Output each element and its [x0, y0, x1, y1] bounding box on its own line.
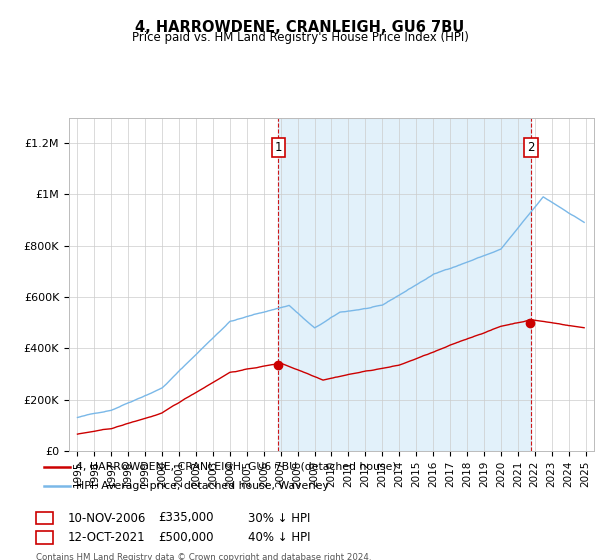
Text: £500,000: £500,000 [158, 531, 214, 544]
Text: 1: 1 [40, 511, 49, 525]
Text: 2: 2 [40, 531, 49, 544]
Text: Price paid vs. HM Land Registry's House Price Index (HPI): Price paid vs. HM Land Registry's House … [131, 31, 469, 44]
Text: 10-NOV-2006: 10-NOV-2006 [68, 511, 146, 525]
Text: 2: 2 [527, 141, 535, 153]
Text: £335,000: £335,000 [158, 511, 214, 525]
Text: 4, HARROWDENE, CRANLEIGH, GU6 7BU (detached house): 4, HARROWDENE, CRANLEIGH, GU6 7BU (detac… [76, 461, 397, 472]
Text: HPI: Average price, detached house, Waverley: HPI: Average price, detached house, Wave… [76, 480, 329, 491]
Bar [278, 118, 531, 451]
Text: 4, HARROWDENE, CRANLEIGH, GU6 7BU: 4, HARROWDENE, CRANLEIGH, GU6 7BU [136, 20, 464, 35]
Text: 12-OCT-2021: 12-OCT-2021 [68, 531, 145, 544]
Text: 1: 1 [275, 141, 282, 153]
Text: 40% ↓ HPI: 40% ↓ HPI [248, 531, 310, 544]
Text: Contains HM Land Registry data © Crown copyright and database right 2024.
This d: Contains HM Land Registry data © Crown c… [36, 553, 371, 560]
Text: 30% ↓ HPI: 30% ↓ HPI [248, 511, 310, 525]
